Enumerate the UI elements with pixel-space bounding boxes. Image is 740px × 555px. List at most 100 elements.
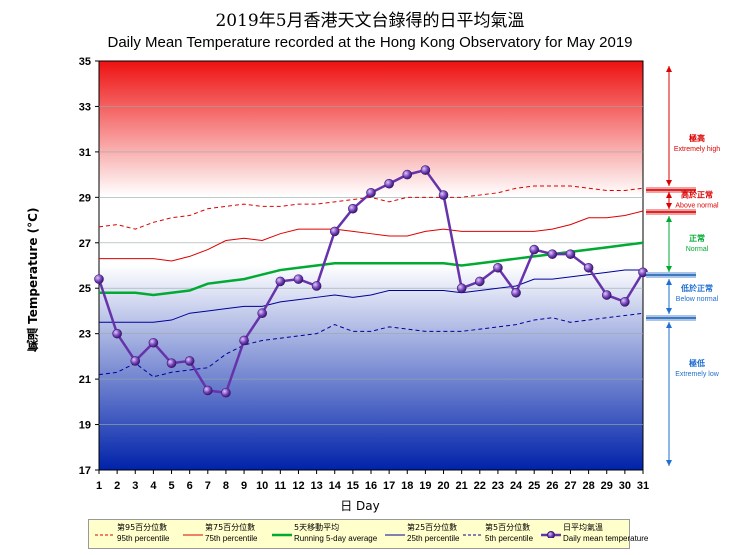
side-label-zh: 正常 bbox=[689, 233, 705, 243]
legend-swatch bbox=[272, 533, 292, 537]
daily-point bbox=[221, 387, 231, 398]
daily-point bbox=[166, 358, 177, 369]
daily-point bbox=[311, 281, 322, 291]
arrow-head bbox=[666, 279, 672, 285]
x-tick-label: 7 bbox=[205, 480, 211, 492]
x-tick-label: 10 bbox=[256, 480, 268, 492]
daily-point bbox=[474, 276, 485, 287]
daily-point bbox=[112, 328, 122, 339]
side-label-en: Above normal bbox=[675, 203, 719, 210]
x-tick-label: 29 bbox=[601, 480, 613, 492]
arrow-head bbox=[666, 192, 672, 198]
x-tick-label: 3 bbox=[132, 480, 138, 492]
x-tick-label: 5 bbox=[168, 480, 174, 492]
daily-point bbox=[601, 290, 612, 300]
arrow-head bbox=[666, 460, 672, 466]
legend-label-en: 25th percentile bbox=[407, 534, 460, 543]
legend-label-zh: 第75百分位數 bbox=[205, 523, 256, 532]
y-tick-label: 29 bbox=[79, 192, 91, 204]
x-tick-label: 13 bbox=[310, 480, 322, 492]
legend: 第95百分位數 95th percentile 第75百分位數 75th percen… bbox=[88, 519, 648, 549]
daily-point bbox=[184, 356, 195, 366]
x-axis-label: 日 Day bbox=[340, 499, 380, 513]
side-label-en: Extremely low bbox=[675, 371, 720, 378]
daily-point bbox=[148, 337, 159, 348]
daily-point bbox=[456, 283, 467, 294]
y-tick-label: 17 bbox=[79, 465, 91, 477]
x-tick-label: 18 bbox=[401, 480, 413, 492]
x-tick-label: 8 bbox=[223, 480, 229, 492]
x-tick-label: 26 bbox=[546, 480, 558, 492]
side-label-zh: 低於正常 bbox=[680, 283, 713, 293]
daily-point bbox=[620, 297, 630, 307]
y-tick-label: 19 bbox=[79, 420, 91, 432]
y-tick-label: 23 bbox=[79, 329, 91, 341]
daily-point bbox=[329, 226, 340, 237]
daily-point bbox=[348, 203, 358, 214]
legend-label-zh: 第5百分位數 bbox=[485, 523, 531, 532]
daily-point bbox=[366, 187, 376, 198]
x-tick-label: 20 bbox=[437, 480, 449, 492]
legend-label-en: Running 5-day average bbox=[294, 534, 378, 543]
x-tick-label: 21 bbox=[456, 480, 468, 492]
x-tick-label: 6 bbox=[187, 480, 193, 492]
legend-label-zh: 日平均氣溫 bbox=[563, 523, 603, 532]
legend-swatch bbox=[183, 534, 203, 536]
x-tick-label: 9 bbox=[241, 480, 247, 492]
legend-label-en: 95th percentile bbox=[117, 534, 170, 543]
x-tick-label: 2 bbox=[114, 480, 120, 492]
x-tick-label: 4 bbox=[150, 480, 157, 492]
legend-swatch bbox=[541, 531, 561, 538]
legend-label-en: Daily mean temperature bbox=[563, 534, 649, 543]
x-tick-label: 24 bbox=[510, 480, 523, 492]
x-tick-label: 15 bbox=[347, 480, 359, 492]
side-label-zh: 極高 bbox=[688, 133, 705, 143]
legend-swatch bbox=[463, 534, 483, 536]
daily-point bbox=[583, 262, 594, 273]
daily-point bbox=[275, 276, 286, 287]
legend-label-en: 75th percentile bbox=[205, 534, 258, 543]
side-label-en: Below normal bbox=[676, 296, 719, 303]
x-tick-label: 1 bbox=[96, 480, 102, 492]
legend-swatch bbox=[385, 534, 405, 536]
x-tick-label: 16 bbox=[365, 480, 377, 492]
y-tick-label: 21 bbox=[79, 374, 91, 386]
x-tick-label: 25 bbox=[528, 480, 540, 492]
daily-point bbox=[547, 249, 558, 259]
legend-label-zh: 5天移動平均 bbox=[294, 523, 340, 532]
y-tick-label: 35 bbox=[79, 56, 91, 68]
daily-point bbox=[293, 274, 304, 284]
arrow-head bbox=[666, 180, 672, 186]
x-tick-label: 12 bbox=[292, 480, 304, 492]
legend-label-zh: 第25百分位數 bbox=[407, 523, 458, 532]
x-tick-label: 14 bbox=[329, 480, 342, 492]
x-tick-label: 27 bbox=[564, 480, 576, 492]
chart-title-en: Daily Mean Temperature recorded at the H… bbox=[107, 34, 633, 51]
x-tick-label: 22 bbox=[474, 480, 486, 492]
arrow-head bbox=[666, 308, 672, 314]
legend-label-en: 5th percentile bbox=[485, 534, 534, 543]
series-line-p5 bbox=[98, 312, 644, 378]
x-tick-label: 31 bbox=[637, 480, 649, 492]
x-tick-label: 30 bbox=[619, 480, 631, 492]
y-tick-label: 33 bbox=[79, 101, 91, 113]
daily-point bbox=[493, 262, 503, 273]
daily-point bbox=[511, 287, 521, 298]
side-label-en: Normal bbox=[686, 246, 709, 253]
daily-point bbox=[257, 308, 268, 319]
arrow-head bbox=[666, 66, 672, 72]
daily-point bbox=[130, 356, 141, 366]
arrow-head bbox=[666, 322, 672, 328]
x-tick-label: 11 bbox=[275, 480, 287, 492]
plot-area bbox=[98, 60, 644, 471]
daily-point bbox=[402, 169, 413, 180]
daily-point bbox=[438, 190, 449, 200]
arrow-head bbox=[666, 266, 672, 272]
side-label-en: Extremely high bbox=[674, 146, 720, 153]
side-label-zh: 極低 bbox=[688, 358, 705, 368]
y-tick-label: 25 bbox=[79, 283, 91, 295]
daily-point bbox=[239, 335, 249, 346]
x-tick-label: 28 bbox=[582, 480, 594, 492]
daily-point bbox=[529, 244, 540, 255]
